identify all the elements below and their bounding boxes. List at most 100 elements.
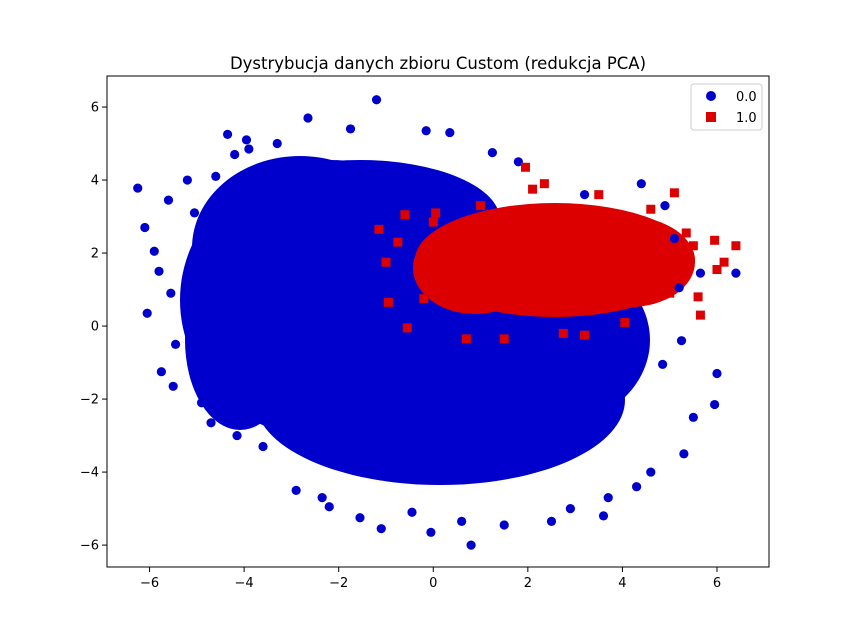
series-0-point xyxy=(487,148,497,158)
series-0-point xyxy=(421,126,431,136)
class-1-dense-cloud-left xyxy=(413,222,537,314)
x-tick-label: 2 xyxy=(524,576,532,591)
series-0-point xyxy=(565,503,576,514)
series-1-point xyxy=(383,297,393,307)
series-0-point xyxy=(211,171,221,181)
series-1-point xyxy=(539,179,549,189)
series-1-point xyxy=(461,334,471,344)
series-0-point xyxy=(241,135,252,145)
series-0-point xyxy=(636,179,646,189)
series-0-point xyxy=(499,520,509,530)
series-1-point xyxy=(476,201,486,211)
series-0-point xyxy=(258,441,268,452)
series-1-point xyxy=(374,224,384,234)
series-0-point xyxy=(149,246,159,256)
series-0-point xyxy=(163,195,174,205)
series-0-point xyxy=(142,308,152,318)
dense-point-clouds xyxy=(180,156,695,485)
y-tick-label: 4 xyxy=(91,174,99,189)
series-0-point xyxy=(244,144,254,154)
series-0-point xyxy=(669,233,680,244)
series-0-point xyxy=(395,164,405,174)
series-0-point xyxy=(546,516,557,526)
series-1-point xyxy=(731,241,741,251)
series-0-point xyxy=(710,399,720,410)
series-1-point xyxy=(580,330,590,340)
y-tick-label: 2 xyxy=(91,247,99,262)
legend-marker-series-1 xyxy=(706,112,716,122)
y-tick-label: −6 xyxy=(80,539,99,554)
series-0-point xyxy=(189,208,200,218)
y-tick-label: −2 xyxy=(80,393,99,408)
class-1-dense-cloud-right xyxy=(565,217,695,307)
series-0-point xyxy=(230,149,240,160)
series-1-point xyxy=(669,188,679,198)
series-0-point xyxy=(232,430,242,441)
series-1-point xyxy=(428,217,438,227)
x-axis: −6 −4 −2 0 2 4 6 xyxy=(140,567,721,591)
series-1-point xyxy=(681,228,691,238)
series-0-point xyxy=(457,516,467,526)
series-1-point xyxy=(695,310,705,320)
series-0-point xyxy=(291,485,301,495)
series-0-point xyxy=(317,493,327,503)
y-tick-label: 6 xyxy=(91,101,99,116)
series-0-point xyxy=(426,527,436,537)
series-0-point xyxy=(154,266,164,276)
series-0-point xyxy=(133,183,143,193)
series-0-point xyxy=(646,467,656,477)
series-0-point xyxy=(466,540,476,550)
series-0-point xyxy=(632,482,642,492)
series-1-point xyxy=(719,257,729,267)
series-0-point xyxy=(513,157,523,167)
x-tick-label: −6 xyxy=(140,576,159,591)
legend-label-series-1: 1.0 xyxy=(736,111,757,126)
x-tick-label: 4 xyxy=(618,576,626,591)
series-1-points xyxy=(374,162,741,344)
series-1-point xyxy=(431,208,441,218)
y-axis: −6 −4 −2 0 2 4 6 xyxy=(80,101,107,554)
series-1-point xyxy=(381,257,391,267)
series-0-point xyxy=(156,367,166,377)
series-0-point xyxy=(679,449,689,459)
series-1-point xyxy=(499,334,509,344)
series-0-point xyxy=(166,288,176,298)
series-0-point xyxy=(376,524,386,534)
series-0-points xyxy=(133,95,741,550)
series-0-point xyxy=(272,138,282,149)
series-1-point xyxy=(558,328,568,338)
series-1-point xyxy=(594,190,604,200)
chart-title: Dystrybucja danych zbioru Custom (redukc… xyxy=(230,54,646,73)
series-0-point xyxy=(222,129,233,140)
series-0-point xyxy=(182,175,192,185)
series-0-point xyxy=(712,368,722,379)
series-0-point xyxy=(371,95,382,105)
series-0-point xyxy=(196,398,207,408)
series-1-point xyxy=(620,317,630,327)
series-0-point xyxy=(170,339,181,349)
series-0-point xyxy=(688,412,698,422)
series-0-point xyxy=(303,113,313,123)
series-0-point xyxy=(676,336,687,346)
series-0-point xyxy=(345,124,356,134)
series-1-point xyxy=(665,288,675,298)
series-1-point xyxy=(528,184,538,194)
y-tick-label: 0 xyxy=(91,320,99,335)
series-1-point xyxy=(693,292,703,302)
series-0-point xyxy=(603,493,613,503)
legend: 0.0 1.0 xyxy=(690,83,763,131)
legend-label-series-0: 0.0 xyxy=(736,90,757,105)
series-1-point xyxy=(393,237,403,247)
series-0-point xyxy=(284,160,294,171)
series-1-point xyxy=(402,323,412,333)
y-tick-label: −4 xyxy=(80,466,99,481)
series-1-point xyxy=(710,235,720,245)
series-0-point xyxy=(598,511,609,521)
series-0-point xyxy=(579,190,590,200)
series-1-point xyxy=(712,264,722,274)
series-1-point xyxy=(646,204,656,214)
series-0-point xyxy=(355,513,365,523)
series-0-point xyxy=(695,268,706,278)
series-0-point xyxy=(658,359,668,369)
